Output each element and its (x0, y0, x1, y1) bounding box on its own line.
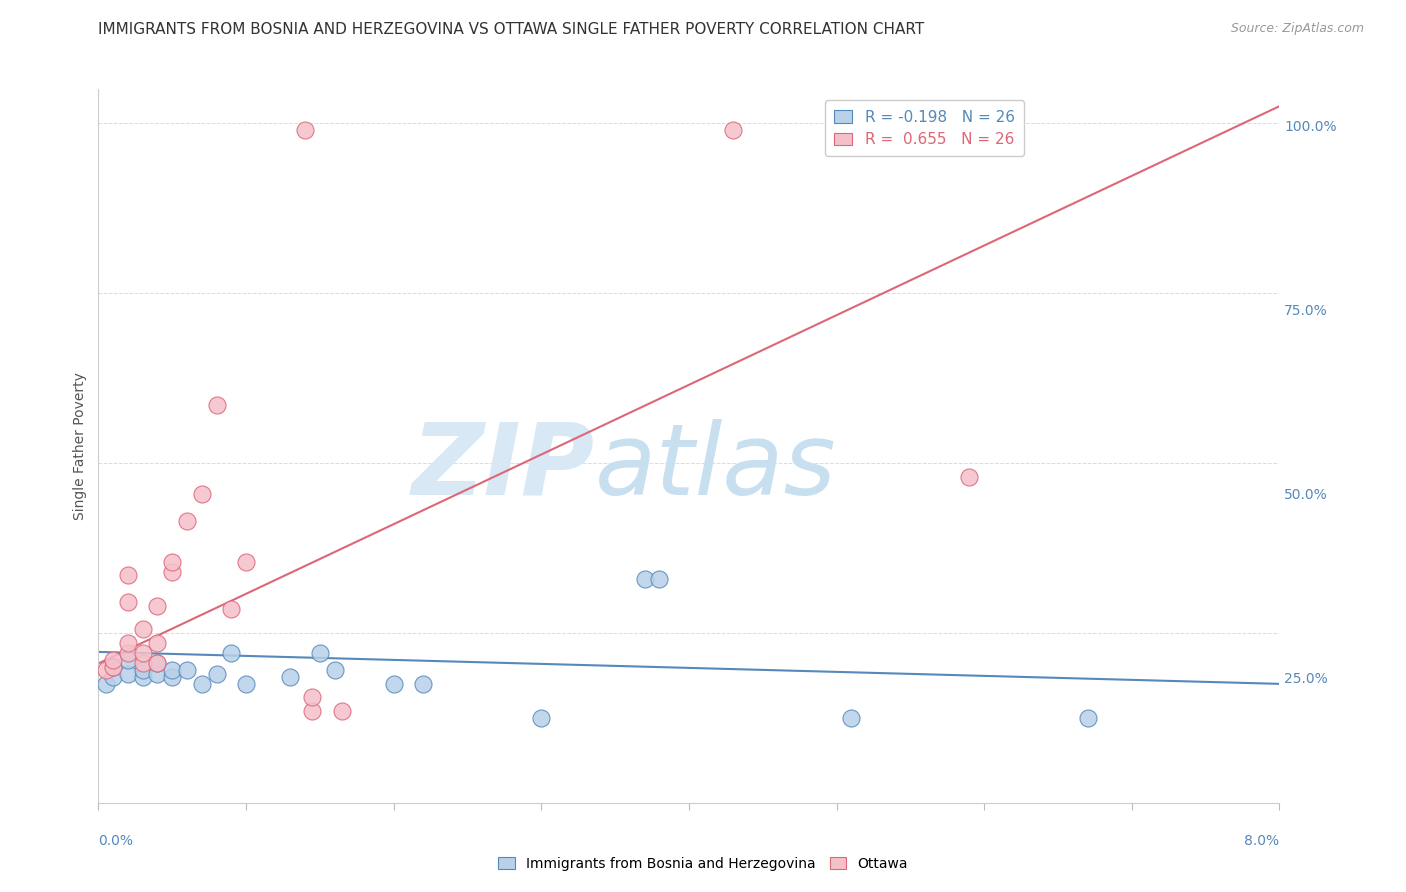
Point (330, 704, 353, 718)
Point (235, 677, 257, 691)
Point (146, 657, 169, 671)
Point (294, 123, 316, 137)
Point (530, 711, 553, 725)
Y-axis label: Single Father Poverty: Single Father Poverty (73, 372, 87, 520)
Point (278, 670, 302, 684)
Point (117, 568, 139, 582)
Point (162, 663, 183, 677)
Legend: Immigrants from Bosnia and Herzegovina, Ottawa: Immigrants from Bosnia and Herzegovina, … (492, 851, 914, 876)
Point (235, 555, 257, 569)
Point (132, 670, 155, 684)
Point (323, 663, 346, 677)
Point (103, 670, 125, 684)
Text: ZIP: ZIP (412, 419, 595, 516)
Text: 0.0%: 0.0% (98, 834, 134, 848)
Text: 8.0%: 8.0% (1244, 834, 1279, 848)
Point (117, 646, 139, 660)
Point (957, 469, 980, 483)
Point (648, 572, 671, 586)
Point (117, 595, 139, 609)
Point (132, 663, 155, 677)
Point (146, 666, 169, 681)
Point (103, 660, 125, 674)
Point (146, 599, 169, 613)
Point (94, 663, 117, 677)
Point (205, 398, 228, 412)
Point (633, 572, 655, 586)
Point (146, 636, 169, 650)
Point (117, 653, 139, 667)
Point (103, 660, 125, 674)
Point (132, 657, 155, 671)
Point (308, 646, 332, 660)
Point (839, 711, 862, 725)
Point (1077, 711, 1099, 725)
Text: Source: ZipAtlas.com: Source: ZipAtlas.com (1230, 22, 1364, 36)
Text: IMMIGRANTS FROM BOSNIA AND HERZEGOVINA VS OTTAWA SINGLE FATHER POVERTY CORRELATI: IMMIGRANTS FROM BOSNIA AND HERZEGOVINA V… (98, 22, 925, 37)
Point (382, 677, 405, 691)
Point (176, 514, 198, 528)
Point (117, 666, 139, 681)
Point (191, 677, 214, 691)
Point (219, 646, 242, 660)
Point (205, 666, 228, 681)
Point (412, 677, 434, 691)
Point (132, 623, 155, 637)
Point (94, 677, 117, 691)
Point (191, 486, 214, 500)
Point (219, 602, 242, 616)
Point (162, 670, 183, 684)
Point (117, 636, 139, 650)
Point (301, 704, 323, 718)
Point (176, 663, 198, 677)
Point (162, 555, 183, 569)
Text: atlas: atlas (595, 419, 837, 516)
Legend: R = -0.198   N = 26, R =  0.655   N = 26: R = -0.198 N = 26, R = 0.655 N = 26 (825, 101, 1024, 156)
Point (132, 646, 155, 660)
Point (721, 123, 744, 137)
Point (103, 653, 125, 667)
Point (162, 565, 183, 579)
Point (301, 690, 323, 705)
Point (146, 657, 169, 671)
